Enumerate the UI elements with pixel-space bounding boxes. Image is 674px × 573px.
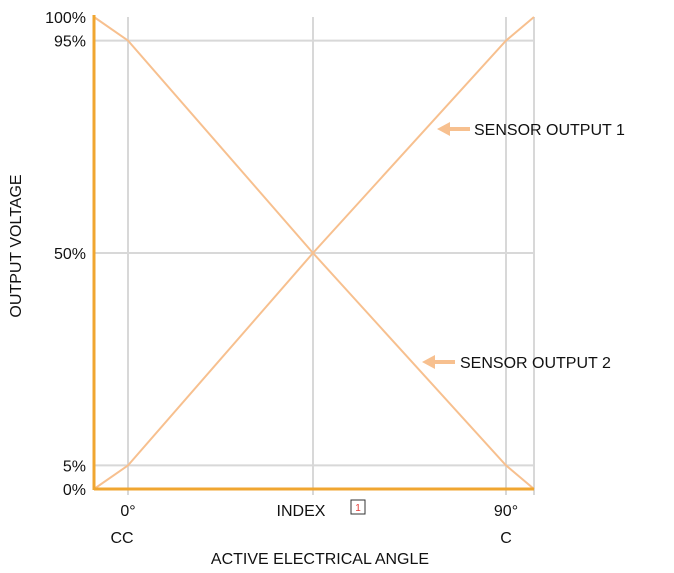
y-tick-label: 95% — [54, 34, 86, 51]
footnote-number: 1 — [355, 503, 361, 514]
x-tick-label: INDEX — [277, 503, 326, 520]
x-tick-label: 0° — [120, 503, 135, 520]
x-axis-title: ACTIVE ELECTRICAL ANGLE — [211, 551, 429, 568]
x-tick-sublabel: C — [500, 530, 512, 547]
footnote-box — [350, 499, 366, 515]
annotation-arrow-head — [422, 355, 435, 369]
x-tick-label: 90° — [494, 503, 518, 520]
y-tick-label: 50% — [54, 246, 86, 263]
x-tick-sublabel: CC — [110, 530, 133, 547]
y-tick-label: 5% — [63, 458, 86, 475]
y-tick-label: 0% — [63, 482, 86, 499]
y-axis-title: OUTPUT VOLTAGE — [8, 174, 25, 317]
series-label-1: SENSOR OUTPUT 1 — [474, 122, 625, 139]
series-label-2: SENSOR OUTPUT 2 — [460, 355, 611, 372]
series-line-2 — [93, 16, 535, 490]
y-tick-label: 100% — [45, 10, 86, 27]
annotation-arrow-head — [437, 122, 450, 136]
